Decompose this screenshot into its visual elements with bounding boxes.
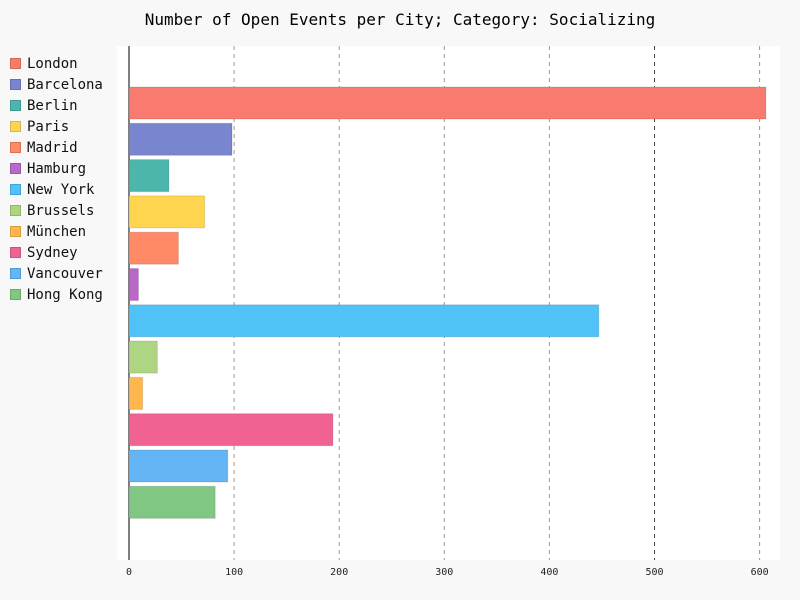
legend-swatch <box>10 289 21 300</box>
legend-item[interactable]: Paris <box>10 116 103 137</box>
legend-label: Brussels <box>27 202 95 219</box>
legend-item[interactable]: Hamburg <box>10 158 103 179</box>
legend-label: Berlin <box>27 97 78 114</box>
legend-label: Vancouver <box>27 265 103 282</box>
legend-item[interactable]: Madrid <box>10 137 103 158</box>
legend-swatch <box>10 268 21 279</box>
legend-swatch <box>10 79 21 90</box>
legend-item[interactable]: New York <box>10 179 103 200</box>
legend-item[interactable]: Barcelona <box>10 74 103 95</box>
legend-swatch <box>10 100 21 111</box>
legend-label: Paris <box>27 118 70 135</box>
x-tick-label: 100 <box>225 567 243 578</box>
legend-swatch <box>10 142 21 153</box>
bar-m-nchen <box>128 376 144 410</box>
legend-label: Madrid <box>27 139 78 156</box>
legend-swatch <box>10 205 21 216</box>
x-tick-label: 200 <box>330 567 348 578</box>
bar-paris <box>128 195 206 229</box>
bar-madrid <box>128 231 179 265</box>
legend-label: Barcelona <box>27 76 103 93</box>
legend-swatch <box>10 163 21 174</box>
legend-swatch <box>10 184 21 195</box>
legend-label: Hamburg <box>27 160 87 177</box>
legend-swatch <box>10 247 21 258</box>
legend-item[interactable]: Vancouver <box>10 263 103 284</box>
bar-brussels <box>128 340 158 374</box>
legend-item[interactable]: London <box>10 53 103 74</box>
x-tick-label: 0 <box>126 567 132 578</box>
legend-label: London <box>27 55 78 72</box>
legend-label: Hong Kong <box>27 286 103 303</box>
bar-barcelona <box>128 122 233 156</box>
legend-swatch <box>10 121 21 132</box>
legend-swatch <box>10 58 21 69</box>
legend-label: München <box>27 223 87 240</box>
x-tick-label: 600 <box>751 567 769 578</box>
legend-label: New York <box>27 181 95 198</box>
bar-london <box>128 86 767 120</box>
bar-hamburg <box>128 268 139 301</box>
chart-title: Number of Open Events per City; Category… <box>144 10 656 29</box>
legend-item[interactable]: Sydney <box>10 242 103 263</box>
x-tick-label: 300 <box>435 567 453 578</box>
bar-hong-kong <box>128 485 216 519</box>
legend-label: Sydney <box>27 244 78 261</box>
x-tick-label: 400 <box>540 567 558 578</box>
bar-new-york <box>128 304 600 338</box>
bar-vancouver <box>128 449 229 483</box>
legend-item[interactable]: Berlin <box>10 95 103 116</box>
legend: London Barcelona Berlin Paris Madrid Hamburg N… <box>10 53 103 305</box>
bar-berlin <box>128 159 170 193</box>
bar-sydney <box>128 413 334 447</box>
legend-swatch <box>10 226 21 237</box>
legend-item[interactable]: Hong Kong <box>10 284 103 305</box>
legend-item[interactable]: München <box>10 221 103 242</box>
x-tick-label: 500 <box>645 567 663 578</box>
legend-item[interactable]: Brussels <box>10 200 103 221</box>
